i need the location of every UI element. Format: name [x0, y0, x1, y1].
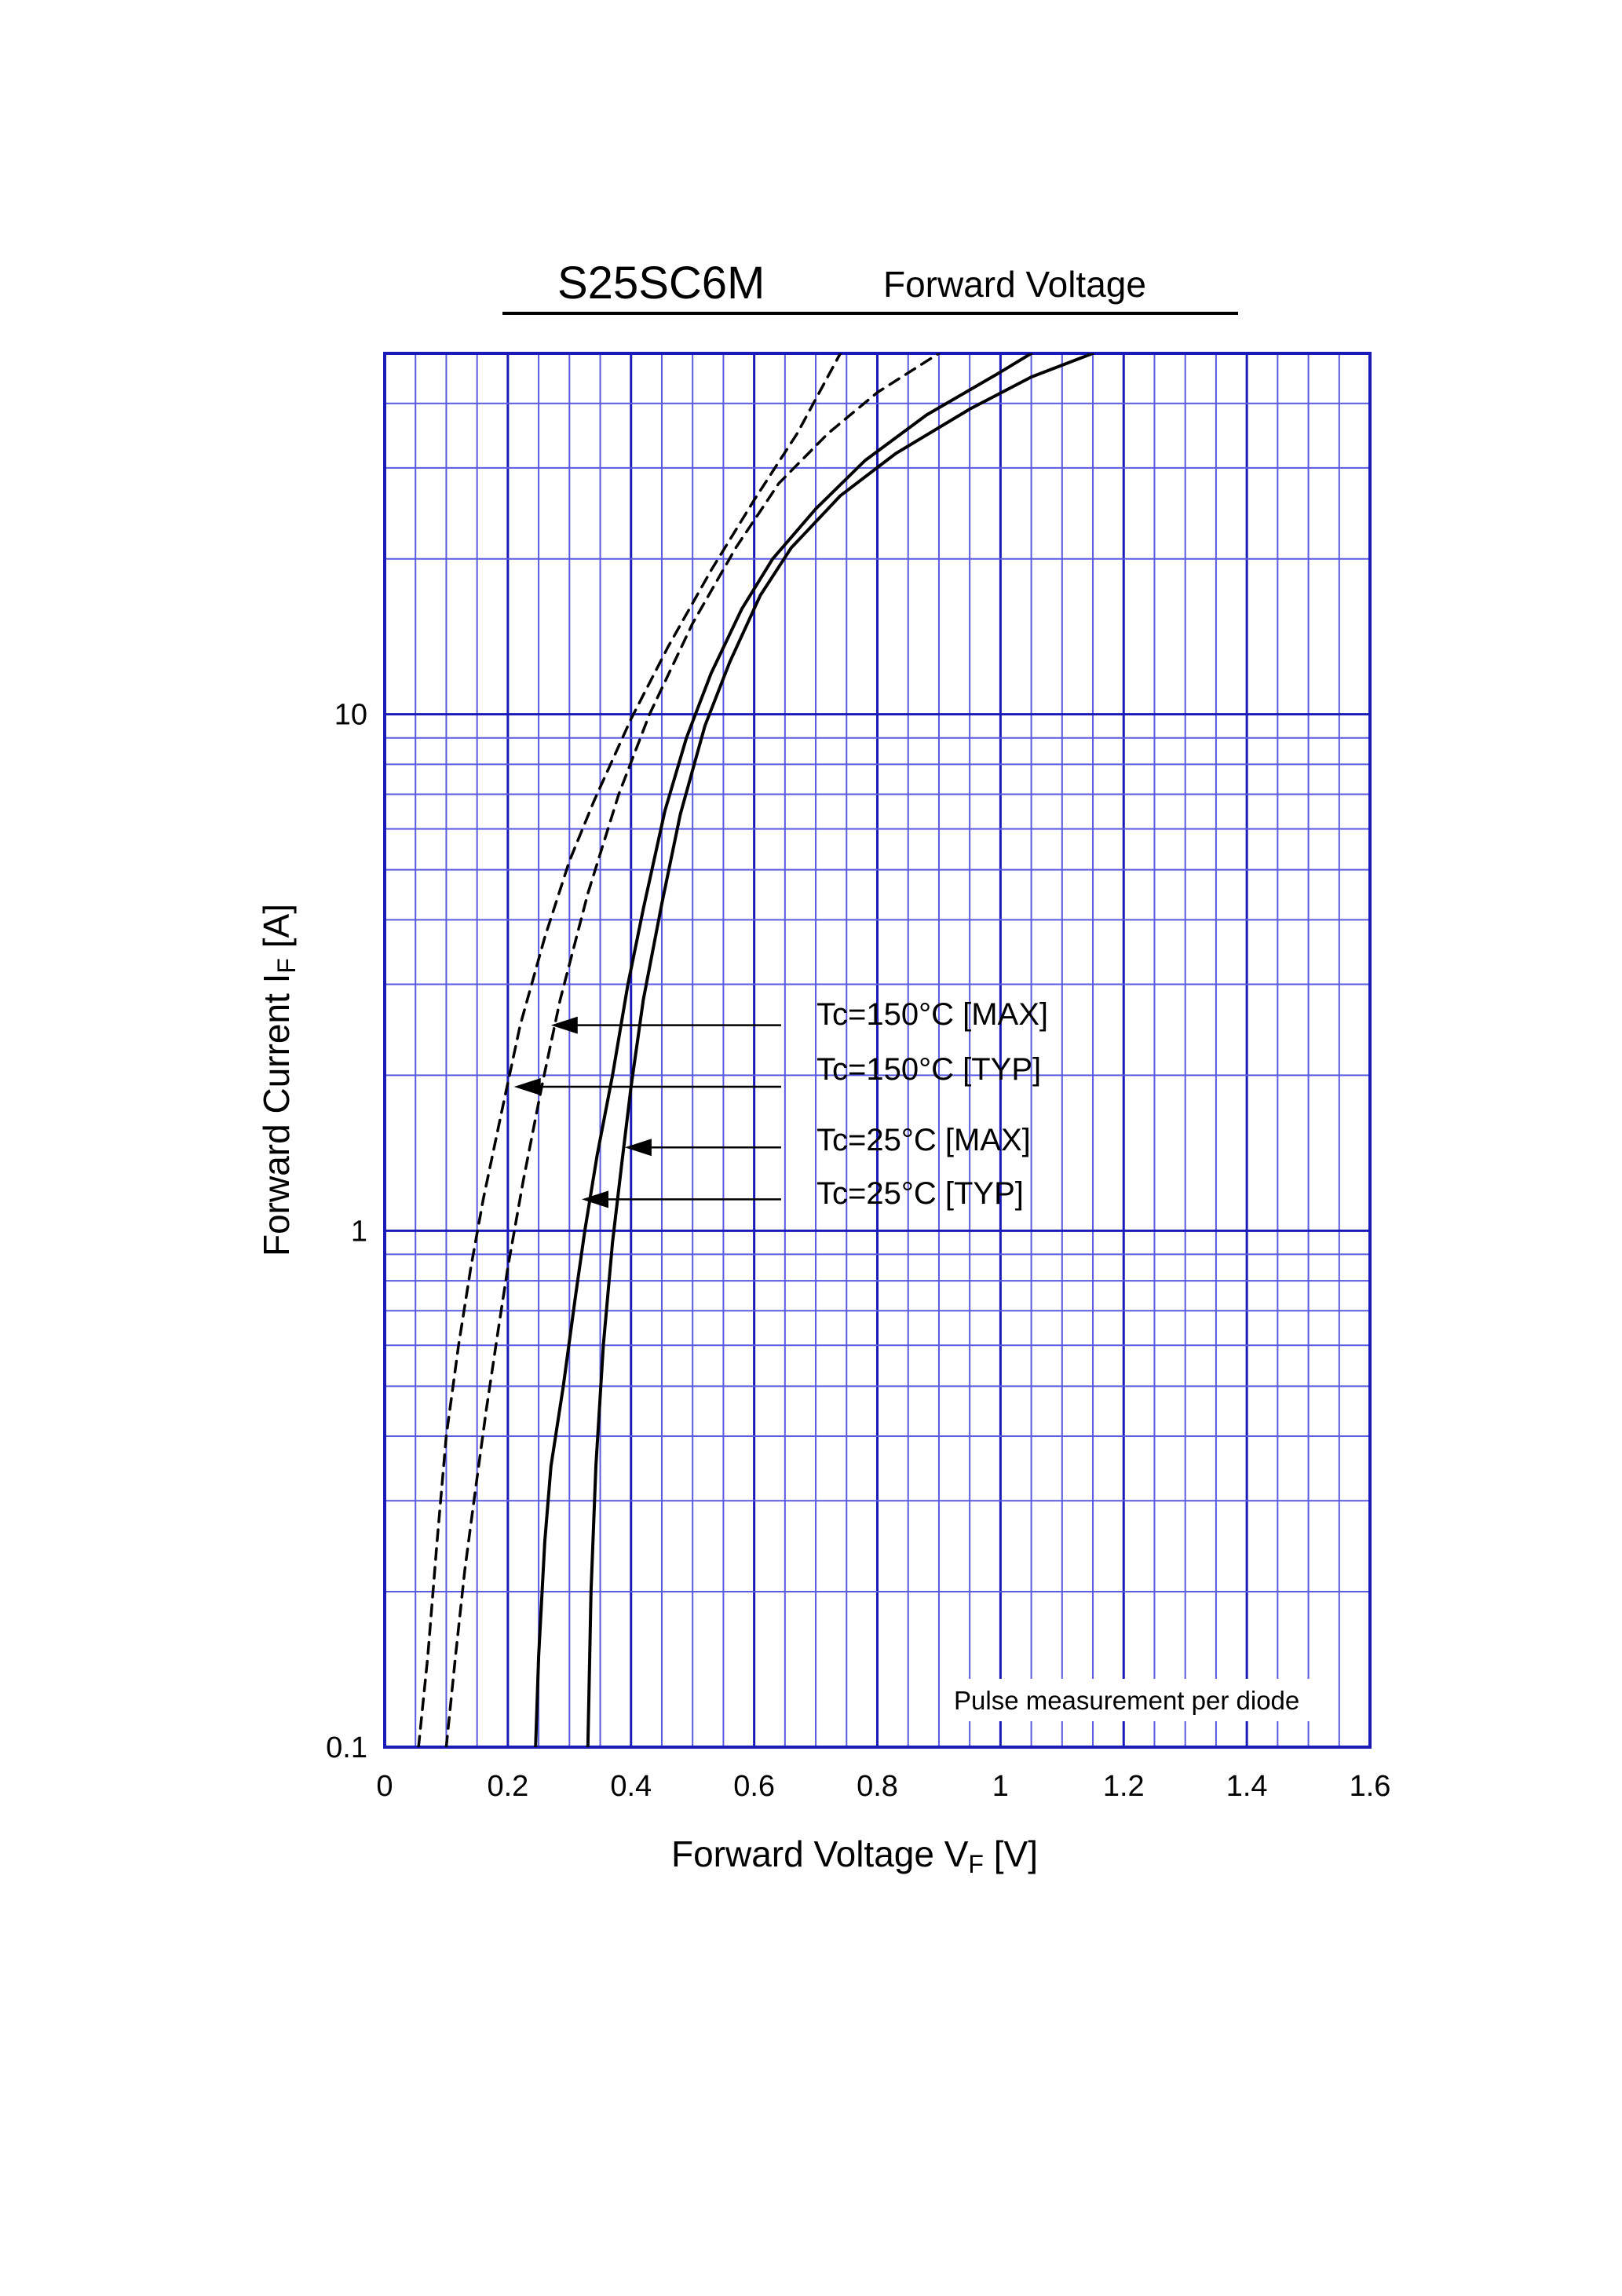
x-tick-label: 1.6	[1350, 1770, 1391, 1803]
arrow-head	[624, 1139, 652, 1157]
x-tick-label: 0.6	[733, 1770, 775, 1803]
x-tick-label: 0.8	[857, 1770, 898, 1803]
note-background	[941, 1679, 1336, 1721]
y-tick-label: 1	[351, 1215, 367, 1248]
tick-labels: 0 0.2 0.4 0.6 0.8 1 1.2 1.4 1.6 0.1 1 10	[326, 699, 1390, 1803]
series-annotations: Tc=150°C [MAX] Tc=150°C [TYP] Tc=25°C [MAX…	[513, 997, 1048, 1211]
curve-1	[417, 353, 842, 1747]
curve-0	[444, 353, 941, 1747]
y-axis-label-main: Forward Current I	[256, 974, 297, 1256]
curve-2	[586, 353, 1094, 1747]
x-tick-label: 0.2	[487, 1770, 528, 1803]
chart-title: S25SC6M	[557, 258, 765, 309]
series-label: Tc=150°C [MAX]	[816, 997, 1048, 1032]
x-tick-label: 0	[376, 1770, 393, 1803]
chart-subtitle: Forward Voltage	[883, 264, 1146, 305]
x-tick-label: 1.2	[1103, 1770, 1145, 1803]
pulse-note: Pulse measurement per diode	[954, 1686, 1299, 1715]
y-axis-label: Forward Current IF [A]	[256, 904, 301, 1256]
plot-frame	[383, 352, 1372, 1749]
arrow-head	[513, 1078, 541, 1096]
x-axis-label-unit: [V]	[984, 1834, 1038, 1874]
y-axis-label-subscript: F	[272, 958, 301, 974]
arrow-head	[582, 1190, 608, 1208]
grid	[383, 352, 1372, 1749]
x-tick-label: 0.4	[610, 1770, 652, 1803]
series-label: Tc=25°C [TYP]	[816, 1176, 1024, 1211]
series-label: Tc=25°C [MAX]	[816, 1123, 1031, 1157]
x-tick-label: 1	[992, 1770, 1009, 1803]
curve-3	[534, 353, 1033, 1747]
x-axis-label-main: Forward Voltage V	[671, 1834, 969, 1874]
curves	[417, 353, 1094, 1747]
x-axis-label: Forward Voltage VF [V]	[671, 1834, 1038, 1878]
y-tick-label: 10	[334, 699, 367, 732]
y-tick-label: 0.1	[326, 1731, 367, 1764]
arrow-head	[550, 1016, 578, 1034]
x-tick-label: 1.4	[1226, 1770, 1268, 1803]
series-label: Tc=150°C [TYP]	[816, 1052, 1041, 1087]
x-axis-label-subscript: F	[968, 1850, 984, 1878]
y-axis-label-unit: [A]	[256, 904, 297, 958]
